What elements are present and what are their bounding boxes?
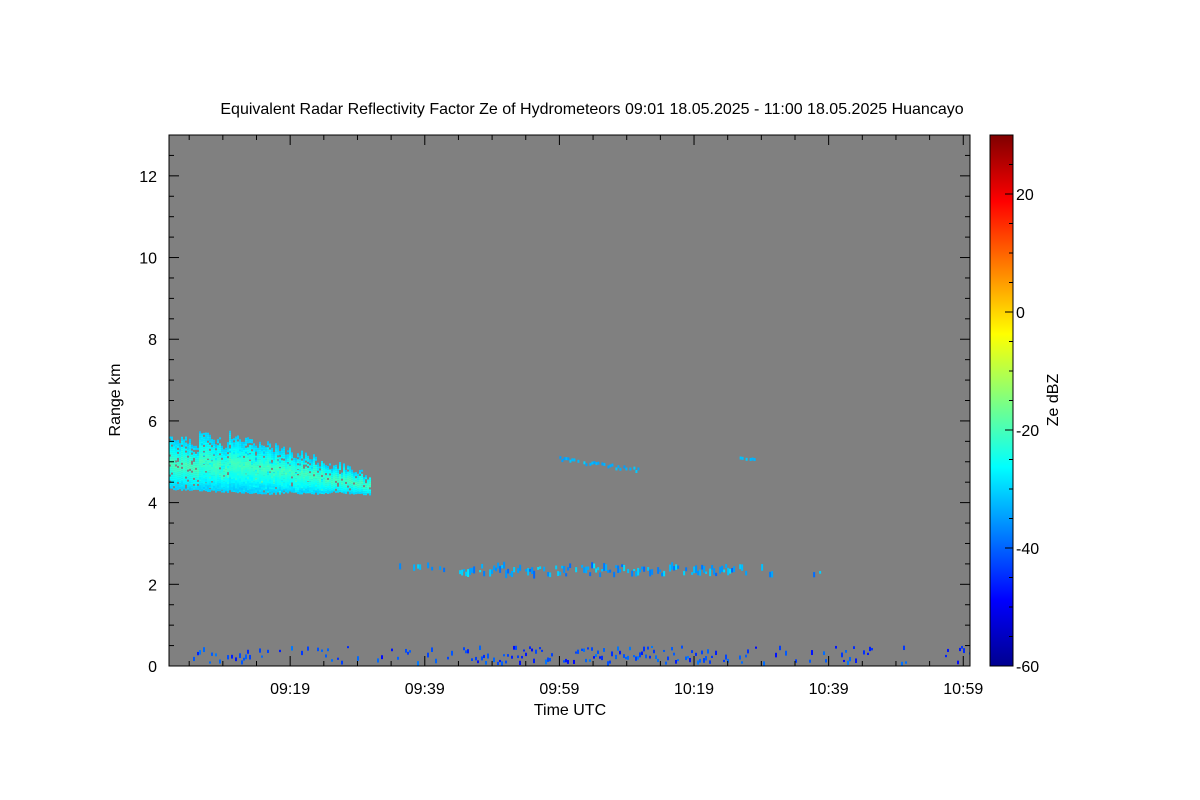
colorbar-tick-label: -40	[1016, 541, 1039, 558]
echo-layer	[169, 430, 970, 666]
colorbar-axis: 20 0 -20 -40 -60	[1005, 134, 1039, 676]
y-tick-label: 12	[139, 169, 157, 186]
x-tick-label: 09:59	[539, 681, 579, 698]
echo-low	[399, 561, 822, 579]
y-axis-label: Range km	[107, 364, 124, 437]
y-tick-label: 10	[139, 251, 157, 268]
x-tick-label: 09:19	[270, 681, 310, 698]
y-tick-label: 2	[148, 577, 157, 594]
colorbar-label: Ze dBZ	[1045, 374, 1062, 427]
x-tick-label: 10:59	[943, 681, 983, 698]
x-tick-label: 09:39	[405, 681, 445, 698]
chart-title: Equivalent Radar Reflectivity Factor Ze …	[220, 101, 963, 118]
y-tick-label: 0	[148, 659, 157, 676]
y-tick-label: 6	[148, 414, 157, 431]
x-tick-label: 10:19	[674, 681, 714, 698]
y-tick-label: 4	[148, 496, 157, 513]
x-axis-label: Time UTC	[534, 702, 606, 719]
echo-cirrus	[169, 430, 371, 496]
y-tick-label: 8	[148, 332, 157, 349]
echo-near-surface-clutter	[193, 645, 970, 666]
x-axis: 09:19 09:39 09:59 10:19 10:39 10:59	[188, 135, 983, 698]
colorbar-tick-label: -20	[1016, 423, 1039, 440]
x-tick-label: 10:39	[809, 681, 849, 698]
colorbar-tick-label: -60	[1016, 659, 1039, 676]
colorbar-tick-label: 20	[1016, 187, 1034, 204]
plot-area	[169, 135, 970, 666]
echo-mid-level	[559, 456, 756, 474]
colorbar-tick-label: 0	[1016, 305, 1025, 322]
y-axis: 0 2 4 6 8 10 12	[139, 134, 970, 676]
